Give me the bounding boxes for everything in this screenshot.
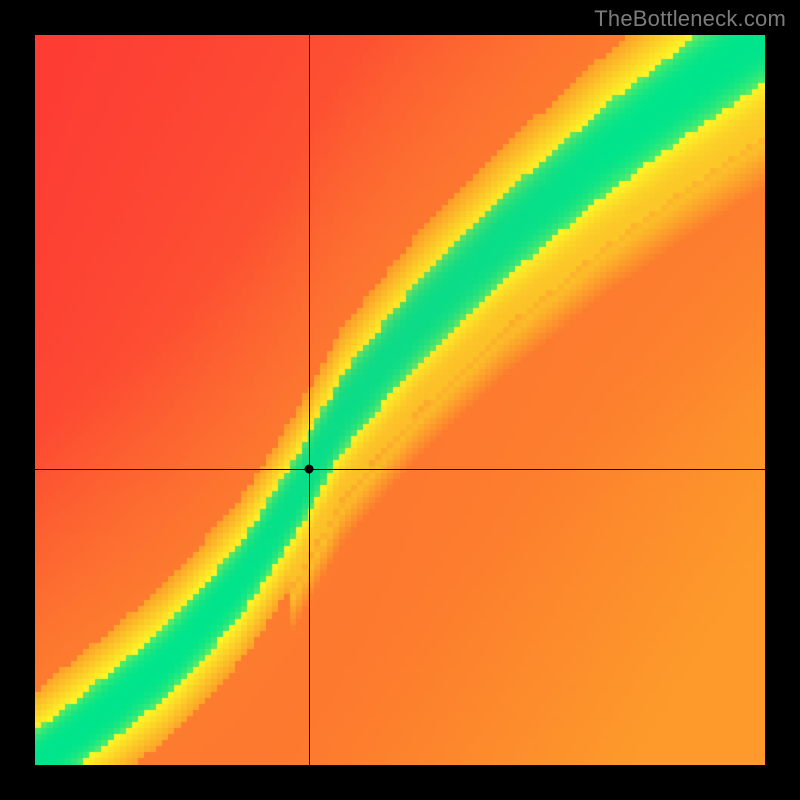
watermark-text: TheBottleneck.com [594, 6, 786, 32]
crosshair-vertical [309, 35, 310, 765]
heatmap-plot [35, 35, 765, 765]
crosshair-horizontal [35, 469, 765, 470]
crosshair-marker [304, 465, 313, 474]
chart-container: TheBottleneck.com [0, 0, 800, 800]
heatmap-canvas [35, 35, 765, 765]
